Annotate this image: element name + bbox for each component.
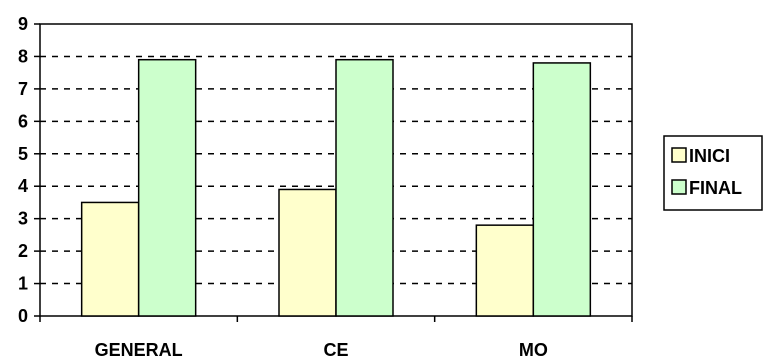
bar-inici-mo: [475, 224, 535, 317]
y-tick-label: 4: [18, 176, 28, 196]
x-axis: GENERAL CE MO: [39, 316, 633, 360]
y-tick-label: 5: [18, 144, 28, 164]
x-tick-label: MO: [519, 340, 548, 360]
legend: INICI FINAL: [663, 135, 763, 211]
y-tick-label: 9: [18, 14, 28, 34]
legend-swatch-final: [671, 179, 687, 195]
bars: [80, 58, 592, 317]
y-tick-label: 0: [18, 306, 28, 326]
bar-final-general: [137, 58, 197, 317]
bar-inici-ce: [278, 188, 337, 317]
bar-inici-general: [80, 201, 140, 317]
legend-label-inici: INICI: [689, 146, 730, 166]
y-tick-label: 8: [18, 46, 28, 66]
x-tick-label: CE: [323, 340, 348, 360]
y-tick-label: 7: [18, 79, 28, 99]
y-tick-label: 6: [18, 111, 28, 131]
y-axis: 0 1 2 3 4 5 6 7 8 9: [18, 14, 40, 326]
x-tick-label: GENERAL: [95, 340, 183, 360]
bar-final-ce: [335, 58, 394, 317]
legend-swatch-inici: [671, 147, 687, 163]
y-tick-label: 1: [18, 274, 28, 294]
bar-final-mo: [532, 62, 592, 317]
legend-label-final: FINAL: [689, 178, 742, 198]
y-tick-label: 2: [18, 241, 28, 261]
y-tick-label: 3: [18, 209, 28, 229]
